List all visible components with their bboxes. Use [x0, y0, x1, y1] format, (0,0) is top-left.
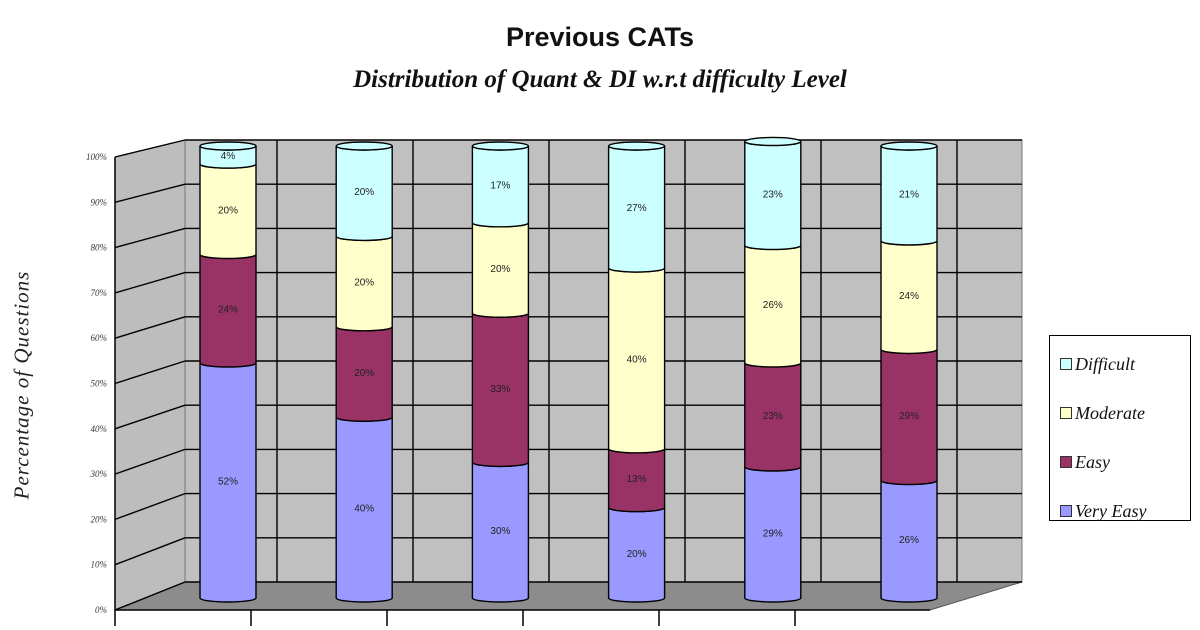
legend-label: Very Easy [1075, 500, 1147, 521]
gridline-side [114, 360, 186, 385]
data-label: 30% [490, 526, 510, 537]
gridline-side [114, 492, 186, 521]
data-label: 26% [763, 300, 783, 311]
data-label: 40% [354, 504, 374, 515]
bar-top-cap [880, 141, 938, 151]
legend-item-moderate: Moderate [1060, 402, 1145, 424]
bar-top-cap [607, 141, 666, 151]
data-label: 20% [354, 368, 374, 379]
gridline-side [114, 404, 186, 430]
legend-swatch [1060, 505, 1072, 517]
y-tick-label: 90% [91, 197, 108, 207]
legend: Difficult Moderate Easy Very Easy [1049, 335, 1191, 521]
bar-stack: 40% 20% 20% 20% [335, 141, 393, 603]
gridline-side [114, 227, 186, 249]
legend-item-very-easy: Very Easy [1060, 500, 1146, 522]
chart-subtitle: Distribution of Quant & DI w.r.t difficu… [353, 66, 847, 93]
data-label: 20% [354, 187, 374, 198]
bar-top-cap [744, 136, 802, 147]
data-label: 23% [763, 189, 783, 200]
bar-stack: 52% 24% 20% 4% [199, 141, 257, 603]
data-label: 20% [218, 205, 238, 216]
chart-title: Previous CATs [505, 22, 695, 52]
legend-label: Moderate [1075, 402, 1145, 423]
y-tick-label: 0% [95, 605, 107, 615]
gridline-side [114, 581, 186, 611]
data-label: 17% [490, 180, 510, 191]
data-label: 20% [490, 264, 510, 275]
y-tick-label: 50% [91, 379, 108, 389]
bar-top-cap [199, 141, 257, 151]
data-label: 29% [763, 528, 783, 539]
y-tick-label: 60% [91, 333, 108, 343]
gridline-side [114, 448, 186, 475]
data-label: 21% [899, 189, 919, 200]
gridline-side [114, 537, 186, 566]
legend-item-easy: Easy [1060, 451, 1110, 473]
y-tick-label: 100% [86, 152, 107, 162]
data-label: 40% [627, 354, 647, 365]
y-tick-label: 20% [91, 514, 108, 524]
data-label: 26% [899, 535, 919, 546]
y-tick-label: 80% [91, 243, 108, 253]
gridline-side [114, 271, 186, 294]
legend-item-difficult: Difficult [1060, 353, 1135, 375]
data-label: 20% [354, 278, 374, 289]
bar-stack: 29% 23% 26% 23% [744, 136, 802, 603]
gridline-side [114, 183, 186, 203]
legend-swatch [1060, 358, 1072, 370]
bar-stack: 20% 13% 40% 27% [607, 141, 666, 603]
legend-label: Difficult [1075, 353, 1135, 374]
data-label: 29% [899, 411, 919, 422]
bar-stack: 26% 29% 24% 21% [880, 141, 938, 603]
y-tick-label: 30% [90, 469, 108, 479]
data-label: 33% [490, 384, 510, 395]
legend-swatch [1060, 407, 1072, 419]
side-wall [114, 139, 186, 611]
gridline-side [114, 316, 186, 339]
legend-label: Easy [1075, 451, 1110, 472]
data-label: 23% [763, 411, 783, 422]
data-label: 52% [218, 476, 238, 487]
y-tick-label: 70% [91, 288, 108, 298]
data-label: 27% [627, 203, 647, 214]
data-label: 24% [899, 291, 919, 302]
data-label: 20% [627, 549, 647, 560]
data-label: 13% [627, 474, 647, 485]
data-label: 24% [218, 305, 238, 316]
y-tick-label: 40% [91, 424, 108, 434]
bar-top-cap [335, 141, 393, 151]
legend-swatch [1060, 456, 1072, 468]
bar-stack: 30% 33% 20% 17% [471, 141, 530, 603]
y-tick-label: 10% [91, 560, 108, 570]
bar-top-cap [471, 141, 530, 151]
data-label: 4% [221, 151, 236, 162]
gridline-side [114, 139, 186, 158]
